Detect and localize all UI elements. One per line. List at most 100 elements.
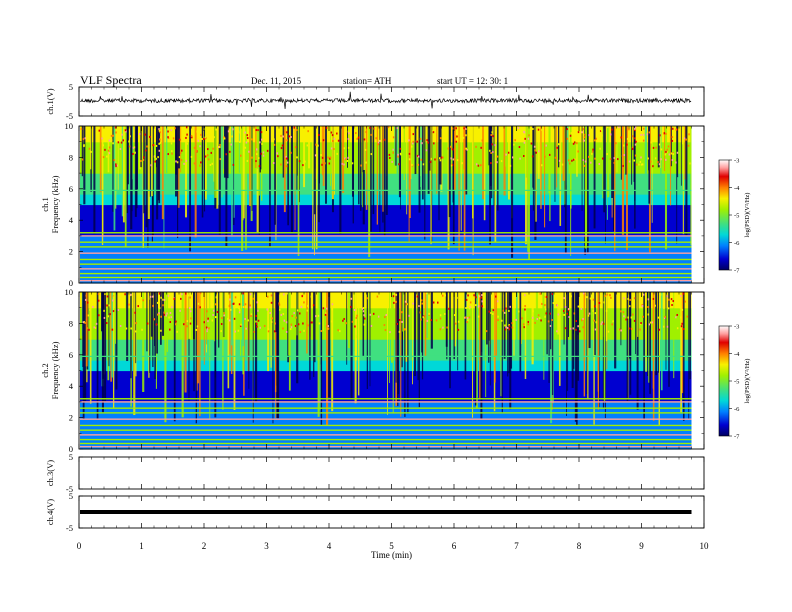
- spectrogram-speckle: [273, 143, 276, 146]
- spectrogram-speckle: [132, 146, 135, 149]
- spectrogram-speckle: [408, 139, 410, 142]
- spectrogram-streak: [331, 126, 334, 200]
- spectrogram-speckle: [152, 304, 154, 307]
- spectrogram-speckle: [347, 137, 350, 140]
- spectrogram-row: [80, 235, 692, 240]
- spectrogram-speckle: [102, 156, 105, 159]
- spectrogram-speckle: [92, 305, 94, 308]
- spectrogram-speckle: [412, 133, 415, 136]
- spectrogram-speckle: [524, 308, 526, 311]
- spectrogram-streak: [188, 292, 190, 401]
- spectrogram-speckle: [567, 159, 570, 162]
- spectrogram-speckle: [626, 143, 628, 146]
- spectrogram-speckle: [86, 139, 88, 142]
- spectrogram-streak: [508, 292, 511, 374]
- spectrogram-speckle: [504, 328, 507, 331]
- spectrogram-speckle: [246, 134, 248, 137]
- spectrogram-speckle: [672, 127, 674, 130]
- spectrogram-speckle: [221, 317, 223, 320]
- y-axis-label: ch.3(V): [45, 460, 55, 486]
- spectrogram-speckle: [397, 155, 399, 158]
- spectrogram-row: [80, 443, 692, 447]
- spectrogram-speckle: [384, 329, 387, 332]
- spectrogram-streak: [620, 126, 622, 180]
- spectrogram-row: [80, 302, 692, 306]
- spectrogram-blank: [691, 292, 704, 449]
- spectrogram-speckle: [433, 142, 435, 145]
- narrowband-line: [80, 355, 692, 357]
- spectrogram-streak: [195, 292, 197, 424]
- spectrogram-speckle: [302, 164, 304, 167]
- spectrogram-streak: [83, 126, 86, 205]
- spectrogram-row: [80, 362, 692, 366]
- spectrogram-speckle: [256, 153, 258, 156]
- spectrogram-speckle: [238, 311, 241, 314]
- narrowband-line: [80, 412, 692, 414]
- spectrogram-speckle: [630, 327, 633, 330]
- spectrogram-streak: [166, 292, 169, 352]
- spectrogram-streak: [634, 126, 636, 229]
- narrowband-line: [80, 434, 692, 436]
- spectrogram-speckle: [541, 302, 543, 305]
- spectrogram-streak: [604, 292, 606, 419]
- spectrogram-speckle: [293, 126, 296, 129]
- spectrogram-speckle: [582, 292, 585, 295]
- spectrogram-speckle: [452, 158, 455, 161]
- spectrogram-streak: [229, 292, 231, 355]
- spectrogram-speckle: [363, 138, 366, 141]
- spectrogram-streak: [605, 292, 608, 342]
- spectrogram-speckle: [167, 136, 169, 139]
- spectrogram-speckle: [481, 294, 483, 297]
- spectrogram-speckle: [439, 159, 442, 162]
- spectrogram-speckle: [307, 304, 309, 307]
- spectrogram-speckle: [214, 303, 217, 306]
- y-axis-label: ch.2: [40, 363, 50, 377]
- spectrogram-streak: [614, 292, 617, 369]
- spectrogram-speckle: [422, 316, 425, 319]
- spectrogram-speckle: [475, 145, 477, 148]
- spectrogram-speckle: [477, 164, 480, 167]
- spectrogram-streak: [89, 126, 92, 170]
- spectrogram-streak: [218, 292, 220, 348]
- spectrogram-row: [80, 339, 692, 343]
- spectrogram-row: [80, 207, 692, 211]
- spectrogram-streak: [297, 126, 300, 257]
- spectrogram-speckle: [611, 323, 613, 326]
- spectrogram-speckle: [388, 153, 391, 156]
- spectrogram-speckle: [593, 319, 595, 322]
- spectrogram-row: [80, 280, 692, 284]
- spectrogram-speckle: [513, 143, 515, 146]
- spectrogram-speckle: [206, 154, 209, 157]
- spectrogram-streak: [577, 292, 580, 381]
- spectrogram-streak: [396, 126, 399, 195]
- spectrogram-speckle: [530, 142, 533, 145]
- spectrogram-speckle: [242, 292, 244, 295]
- spectrogram-speckle: [681, 322, 683, 325]
- spectrogram-speckle: [195, 328, 198, 331]
- spectrogram-speckle: [216, 311, 219, 314]
- spectrogram-speckle: [606, 293, 608, 296]
- spectrogram-speckle: [109, 313, 111, 316]
- spectrogram-speckle: [256, 148, 258, 151]
- spectrogram-speckle: [240, 126, 242, 129]
- spectrogram-streak: [322, 292, 324, 332]
- spectrogram-speckle: [633, 297, 636, 300]
- spectrogram-speckle: [229, 298, 231, 301]
- spectrogram-speckle: [339, 330, 341, 333]
- spectrogram-row: [80, 196, 692, 200]
- spectrogram-streak: [222, 292, 224, 410]
- spectrogram-speckle: [580, 307, 582, 310]
- spectrogram-speckle: [259, 326, 261, 329]
- spectrogram-speckle: [228, 319, 231, 322]
- spectrogram-speckle: [288, 135, 291, 138]
- spectrogram-speckle: [671, 136, 674, 139]
- spectrogram-speckle: [248, 150, 250, 153]
- y-tick-label: -5: [66, 523, 73, 533]
- spectrogram-speckle: [592, 309, 594, 312]
- spectrogram-speckle: [523, 131, 526, 134]
- spectrogram-speckle: [566, 312, 569, 315]
- spectrogram-streak: [251, 126, 253, 211]
- spectrogram-streak: [93, 126, 96, 234]
- spectrogram-streak: [369, 292, 371, 387]
